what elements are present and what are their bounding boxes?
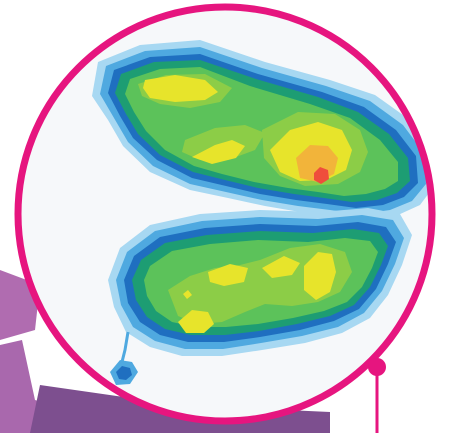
lower-lobe-hotspot-small (183, 290, 192, 299)
upper-lobe (92, 40, 432, 222)
heatmap (92, 40, 432, 385)
stray-tail (120, 331, 130, 363)
lower-lobe (108, 208, 412, 385)
lower-lobe-level-7 (178, 252, 336, 333)
upper-lobe-peak (314, 167, 329, 184)
magnifier-circle-icon (14, 3, 436, 425)
callout-dot-icon (368, 358, 386, 376)
upper-lobe-level-7 (143, 75, 352, 181)
stray-blob-inner (116, 366, 132, 380)
